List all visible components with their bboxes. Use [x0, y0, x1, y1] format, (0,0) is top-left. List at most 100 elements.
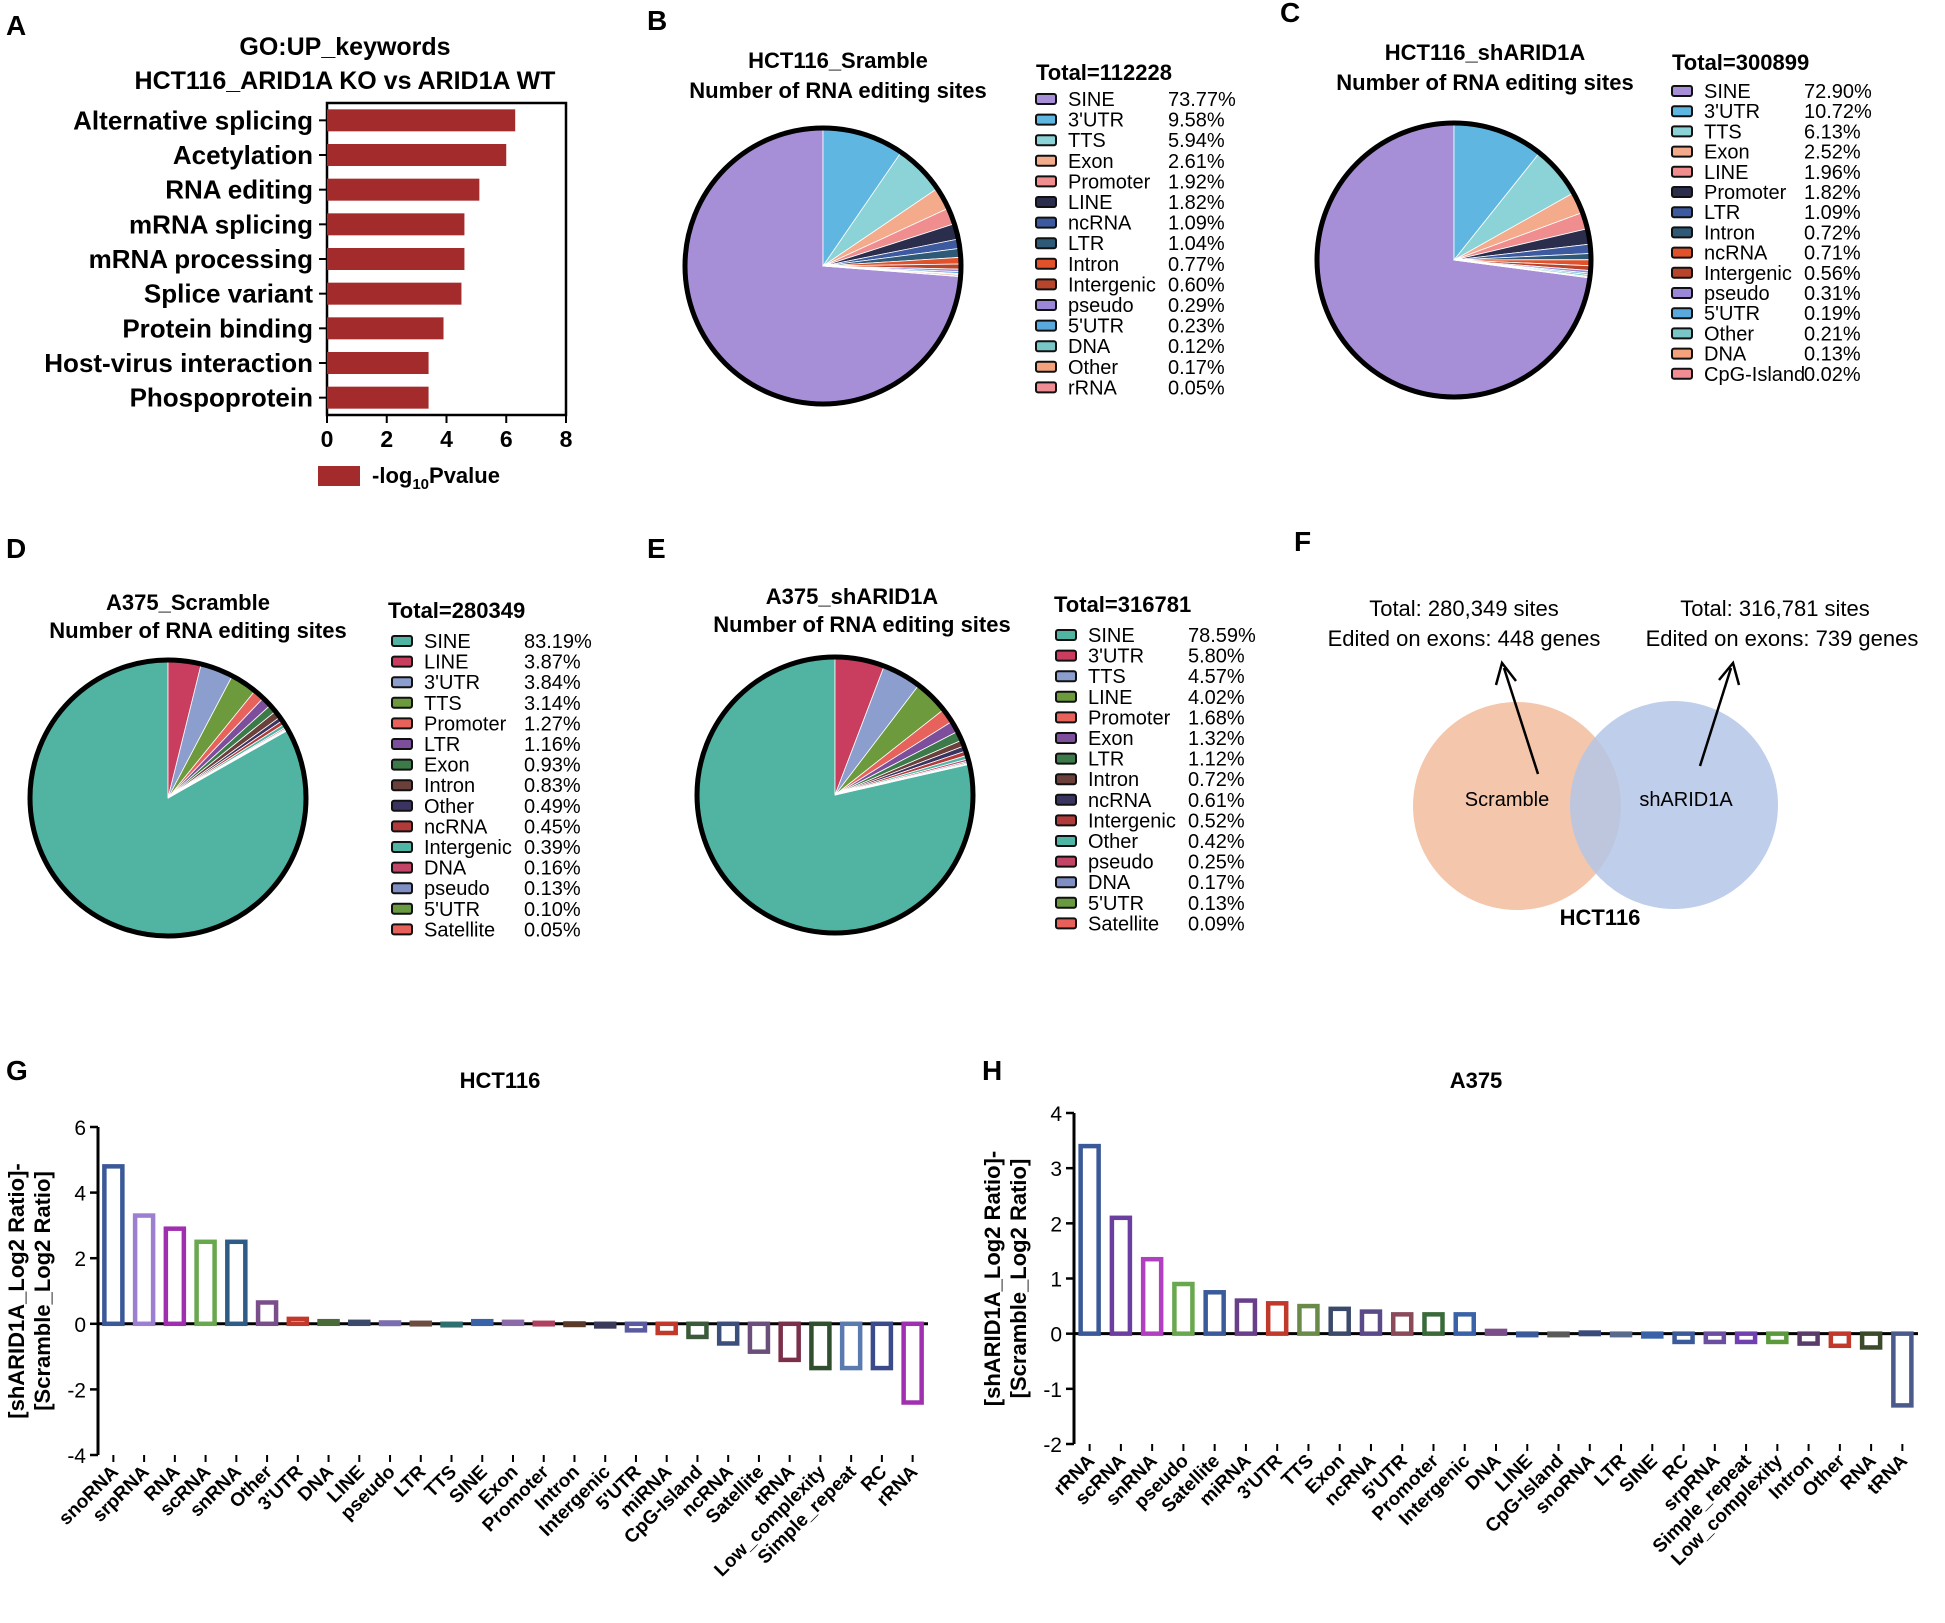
pie-c-legend-label: TTS	[1704, 121, 1742, 143]
panel-b-chart: HCT116_Sramble Number of RNA editing sit…	[682, 48, 1236, 407]
venn-arrow-left-head	[1494, 660, 1517, 686]
panel-h-bar	[1390, 1312, 1414, 1336]
pie-d-legend-value: 0.10%	[524, 899, 581, 921]
pie-d-legend-value: 0.83%	[524, 775, 581, 797]
pie-e-legend-label: Intron	[1088, 769, 1139, 791]
pie-e-legend-value: 0.61%	[1188, 790, 1245, 812]
panel-g-bar	[655, 1321, 678, 1336]
pie-d-legend-swatch	[391, 799, 413, 812]
venn-right-exons: Edited on exons: 739 genes	[1646, 626, 1919, 651]
panel-c-title-line1: HCT116_shARID1A	[1385, 40, 1586, 65]
panel-h-bar	[1359, 1309, 1383, 1336]
pie-e-legend-label: 5'UTR	[1088, 893, 1144, 915]
panel-h-ylabel-line2: [Scramble_Log2 Ratio]	[1006, 1159, 1031, 1399]
pie-e-legend-swatch	[1055, 917, 1077, 930]
pie-b-legend-value: 1.92%	[1168, 171, 1225, 193]
pie-e-legend-swatch	[1055, 773, 1077, 786]
pie-c-legend-swatch	[1671, 186, 1693, 198]
panel-h-bar	[1734, 1331, 1758, 1345]
panel-g-bar	[747, 1321, 771, 1354]
pie-d-legend-swatch	[391, 902, 413, 915]
pie-c-legend-swatch	[1671, 287, 1693, 299]
panel-a-legend-label: -log10Pvalue	[372, 463, 500, 493]
pie-b-legend-swatch	[1035, 299, 1057, 311]
panel-h-ylabel-line1: [shARID1A_Log2 Ratio]-	[980, 1151, 1005, 1406]
pie-d-legend-label: 3'UTR	[424, 672, 480, 694]
pie-b-legend-label: Intron	[1068, 254, 1119, 276]
pie-d-legend-value: 0.49%	[524, 796, 581, 818]
pie-e-legend-value: 0.09%	[1188, 913, 1245, 935]
panel-h-bar	[1265, 1301, 1289, 1336]
panel-h-bar	[1547, 1331, 1570, 1338]
pie-d-legend-value: 0.93%	[524, 755, 581, 777]
pie-e-legend-label: Satellite	[1088, 913, 1159, 935]
pie-b-legend-value: 0.29%	[1168, 295, 1225, 317]
pie-b-legend-label: Promoter	[1068, 171, 1151, 193]
pie-d-legend-swatch	[391, 655, 413, 668]
pie-d-legend-swatch	[391, 779, 413, 792]
panel-h-bar	[1578, 1330, 1602, 1337]
panel-d-total: Total=280349	[388, 598, 525, 623]
pie-c-legend-swatch	[1671, 246, 1693, 259]
pie-e-legend-swatch	[1055, 896, 1077, 909]
pie-b-legend-value: 0.05%	[1168, 377, 1225, 399]
pie-e-legend-swatch	[1055, 752, 1077, 765]
panel-c-chart: HCT116_shARID1A Number of RNA editing si…	[1314, 40, 1872, 400]
pie-c-legend-value: 0.02%	[1804, 364, 1861, 386]
panel-g-bar	[102, 1164, 125, 1327]
pie-b-legend-value: 5.94%	[1168, 130, 1225, 152]
panel-g-bar	[686, 1321, 709, 1340]
panel-b-title-line2: Number of RNA editing sites	[689, 78, 986, 103]
panel-a-bar	[327, 352, 429, 374]
pie-c-legend-value: 10.72%	[1804, 101, 1872, 123]
pie-b-legend-swatch	[1035, 134, 1057, 147]
pie-d-outline	[27, 657, 309, 939]
panel-a-category-label: Protein binding	[122, 313, 313, 343]
pie-b-legend-value: 0.60%	[1168, 274, 1225, 296]
pie-b-legend-value: 1.04%	[1168, 233, 1225, 255]
pie-e-legend-swatch	[1055, 732, 1077, 744]
pie-e-legend-swatch	[1055, 835, 1077, 847]
pie-d-legend-value: 0.39%	[524, 837, 581, 859]
pie-c-legend-swatch	[1671, 206, 1693, 219]
panel-c-total: Total=300899	[1672, 50, 1809, 75]
pie-c-legend-swatch	[1671, 165, 1693, 178]
panel-h-y-tick-label: -1	[1043, 1379, 1062, 1402]
pie-d-legend-label: SINE	[424, 631, 471, 653]
pie-e-legend-swatch	[1055, 793, 1077, 806]
pie-b-legend-label: TTS	[1068, 130, 1106, 152]
panel-g-bar	[563, 1321, 586, 1328]
pie-b-legend-value: 2.61%	[1168, 151, 1225, 173]
pie-d-legend-label: Intron	[424, 775, 475, 797]
panel-g-bar	[901, 1321, 924, 1405]
pie-d-legend-label: Other	[424, 796, 474, 818]
pie-e-legend-value: 0.72%	[1188, 769, 1245, 791]
pie-e-legend-label: DNA	[1088, 872, 1131, 894]
pie-c-legend-value: 0.19%	[1804, 303, 1861, 325]
pie-b-legend-value: 73.77%	[1168, 89, 1236, 111]
pie-b-legend-label: SINE	[1068, 89, 1115, 111]
pie-e-legend-value: 0.25%	[1188, 852, 1245, 874]
panel-a-category-label: Phospoprotein	[130, 383, 313, 413]
panel-h-bar	[1828, 1331, 1852, 1349]
panel-letter-b: B	[647, 5, 667, 36]
pie-c-legend-swatch	[1671, 125, 1693, 138]
panel-h-bar	[1422, 1312, 1445, 1336]
pie-c-legend-label: LINE	[1704, 162, 1748, 184]
panel-h-bar	[1172, 1281, 1195, 1336]
venn-label-sharid1a: shARID1A	[1639, 789, 1733, 811]
pie-d-legend-swatch	[391, 820, 413, 833]
pie-b-legend-swatch	[1035, 175, 1057, 188]
pie-e-legend-value: 5.80%	[1188, 646, 1245, 668]
panel-h-bar	[1672, 1331, 1695, 1345]
pie-d-legend-swatch	[391, 923, 413, 936]
pie-c-legend-value: 1.96%	[1804, 162, 1861, 184]
panel-g-bar	[870, 1321, 894, 1371]
panel-a-x-tick-label: 2	[380, 426, 393, 452]
panel-g-bar	[225, 1239, 248, 1327]
pie-c-legend-swatch	[1671, 105, 1693, 118]
pie-c-legend-label: SINE	[1704, 81, 1751, 103]
pie-c-legend-value: 2.52%	[1804, 142, 1861, 164]
panel-a-category-label: mRNA processing	[89, 244, 313, 274]
